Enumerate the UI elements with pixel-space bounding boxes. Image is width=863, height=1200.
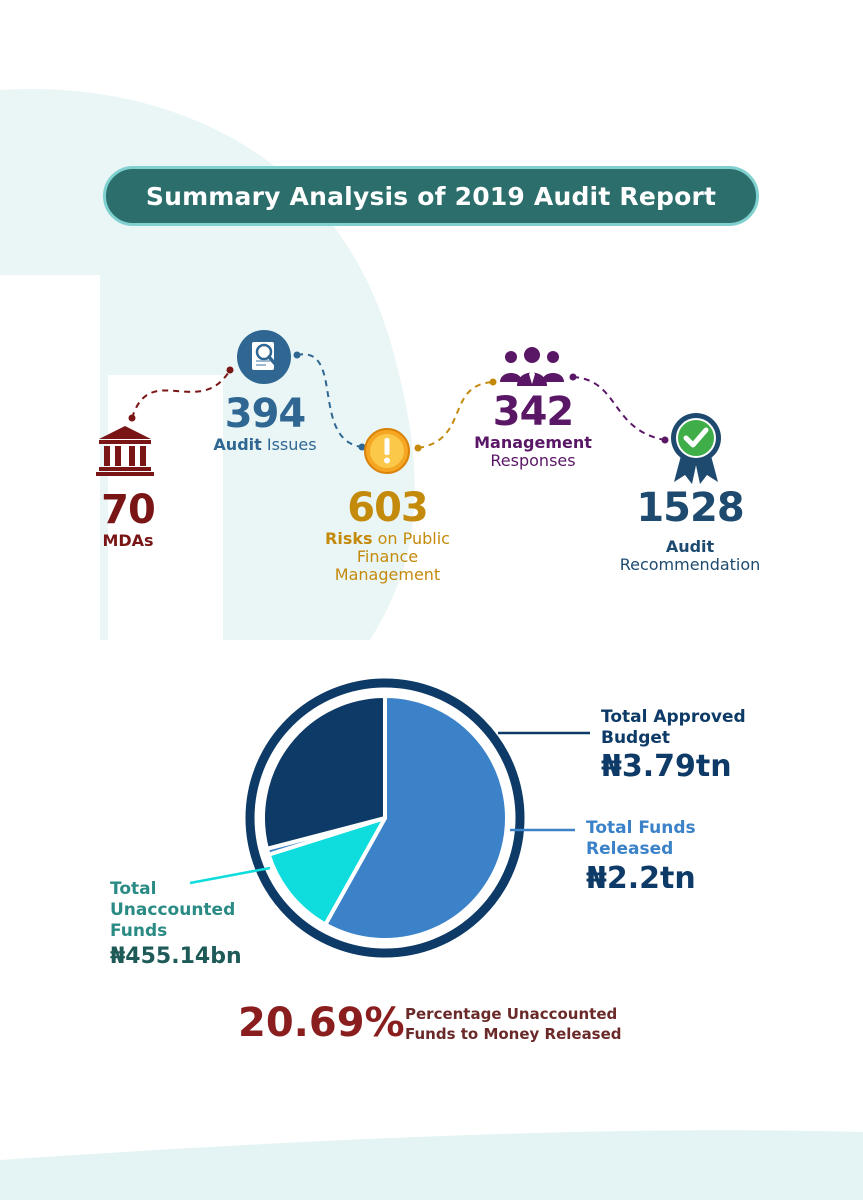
page-title: Summary Analysis of 2019 Audit Report: [103, 166, 759, 226]
connector-lines: [128, 351, 669, 452]
document-magnifier-icon: [237, 330, 291, 384]
pie-slice-total-approved-budget-remainder: [261, 694, 387, 851]
checkmark-ribbon-icon: [671, 413, 721, 484]
stat-risks-label: Risks on Public Finance Management: [325, 529, 450, 584]
stat-risks: 603 Risks on Public Finance Management: [300, 486, 475, 584]
legend-budget-label: Total Approved Budget: [601, 707, 746, 748]
percentage-value: 20.69%: [238, 1000, 405, 1046]
stat-mdas-value: 70: [101, 487, 156, 533]
legend-budget-value: ₦3.79tn: [601, 749, 732, 784]
stat-management-value: 342: [492, 389, 575, 435]
stat-management-label: Management Responses: [474, 433, 592, 470]
pie-outer-ring: [245, 678, 525, 958]
legend-released-label: Total Funds Released: [586, 818, 696, 859]
stat-audit-recommendation: 1528 Audit Recommendation: [600, 486, 780, 574]
stat-audit-issues-label: Audit Issues: [213, 435, 317, 454]
government-building-icon: [96, 426, 154, 476]
pie-slice-total-funds-released: [323, 694, 509, 942]
stat-audit-issues: 394 Audit Issues: [195, 392, 335, 454]
leader-line-unaccounted: [189, 866, 271, 885]
stat-mdas: 70 MDAs: [68, 488, 188, 550]
warning-exclamation-icon: [364, 428, 410, 474]
people-group-icon: [500, 347, 564, 386]
stat-audit-issues-value: 394: [224, 391, 307, 437]
stat-recommendation-label: Audit Recommendation: [619, 537, 761, 574]
stat-risks-value: 603: [347, 485, 429, 531]
stat-mdas-label: MDAs: [102, 531, 154, 550]
legend-unaccounted-value: ₦455.14bn: [110, 944, 242, 969]
percentage-label: Percentage Unaccounted Funds to Money Re…: [405, 1005, 622, 1043]
pie-chart: [189, 678, 590, 958]
legend-released-value: ₦2.2tn: [586, 861, 696, 896]
stat-recommendation-value: 1528: [636, 485, 744, 531]
stat-management-responses: 342 Management Responses: [458, 390, 608, 470]
legend-unaccounted-label: Total Unaccounted Funds: [110, 879, 236, 941]
pie-slice-total-unaccounted-funds: [266, 816, 387, 927]
